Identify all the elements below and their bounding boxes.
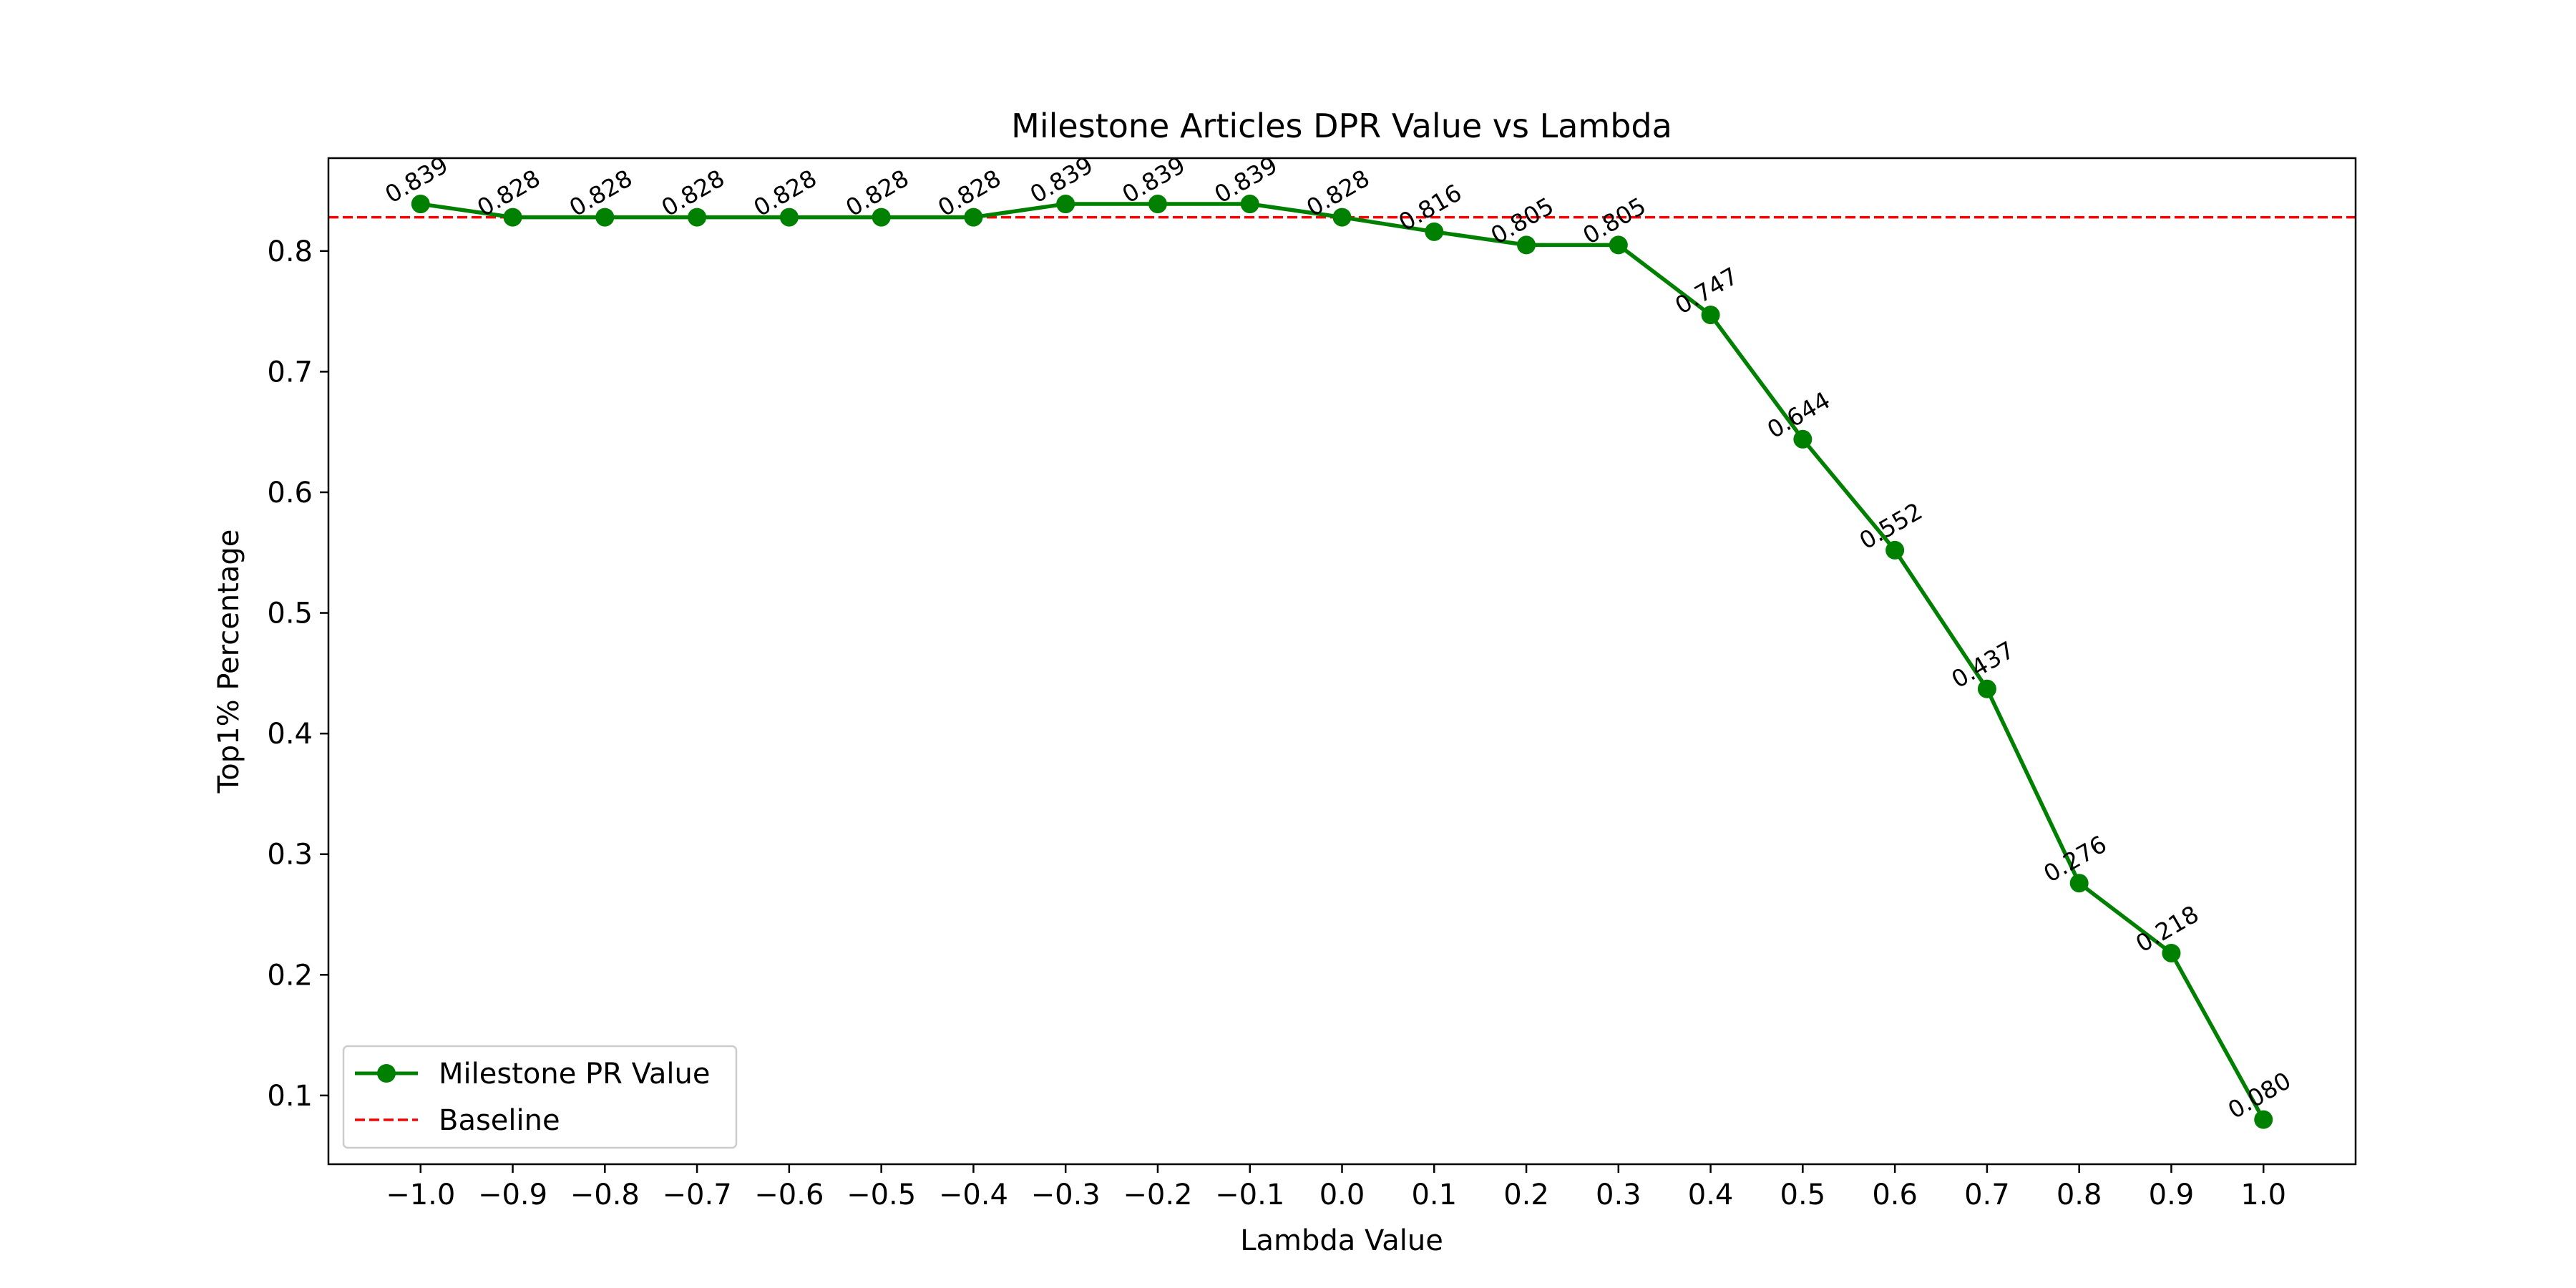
- x-tick-label: 0.6: [1872, 1179, 1918, 1211]
- data-point: [1793, 429, 1813, 449]
- data-point: [503, 208, 522, 227]
- y-tick-label: 0.7: [267, 356, 313, 389]
- data-point: [2254, 1110, 2273, 1129]
- data-point: [779, 208, 799, 227]
- x-tick-label: 0.9: [2149, 1179, 2195, 1211]
- data-point: [1517, 235, 1536, 255]
- x-tick-label: −0.3: [1031, 1179, 1101, 1211]
- x-tick-label: 0.8: [2057, 1179, 2102, 1211]
- y-axis-label: Top1% Percentage: [213, 530, 245, 794]
- y-tick-label: 0.8: [267, 235, 313, 268]
- data-point: [688, 208, 707, 227]
- x-tick-label: −0.4: [939, 1179, 1008, 1211]
- data-point: [1609, 235, 1628, 255]
- x-tick-label: −0.8: [570, 1179, 640, 1211]
- x-tick-label: −0.2: [1123, 1179, 1192, 1211]
- legend-box: [342, 1045, 738, 1149]
- x-tick-label: 0.4: [1688, 1179, 1734, 1211]
- x-tick-label: −0.5: [847, 1179, 916, 1211]
- data-point: [2069, 874, 2089, 893]
- y-tick-label: 0.6: [267, 477, 313, 509]
- x-tick-label: 0.7: [1964, 1179, 2010, 1211]
- chart-title: Milestone Articles DPR Value vs Lambda: [1011, 107, 1672, 145]
- y-tick-label: 0.4: [267, 718, 313, 751]
- x-tick-label: −0.1: [1215, 1179, 1284, 1211]
- legend-series-label: Milestone PR Value: [439, 1058, 711, 1091]
- data-point: [1885, 540, 1905, 560]
- legend-series-marker: [377, 1064, 396, 1083]
- y-axis: 0.1 0.2 0.3 0.4 0.5 0.6 0.7 0.8: [267, 235, 328, 1113]
- x-axis-label: Lambda Value: [1240, 1224, 1443, 1257]
- legend: Milestone PR Value Baseline: [342, 1045, 738, 1149]
- data-point: [2162, 943, 2181, 962]
- data-point: [1977, 679, 1996, 698]
- data-point: [595, 208, 615, 227]
- plot-frame: [327, 157, 2357, 1166]
- data-point: [872, 208, 891, 227]
- data-point: [1701, 306, 1720, 325]
- legend-baseline-label: Baseline: [439, 1104, 560, 1137]
- data-point: [964, 208, 983, 227]
- data-point: [411, 195, 430, 214]
- data-point: [1332, 208, 1352, 227]
- data-point: [1425, 222, 1444, 241]
- x-tick-label: 0.2: [1503, 1179, 1549, 1211]
- x-axis: −1.0 −0.9 −0.8 −0.7 −0.6 −0.5 −0.4 −0.3 −0.2 −0.1…: [386, 1164, 2286, 1211]
- y-tick-label: 0.1: [267, 1080, 313, 1113]
- y-tick-label: 0.2: [267, 959, 313, 992]
- plot-area: 0.839 0.828 0.828 0.828 0.828 0.828 0.828 0.839…: [328, 151, 2356, 1129]
- y-tick-label: 0.5: [267, 597, 313, 630]
- x-tick-label: 0.5: [1780, 1179, 1826, 1211]
- data-point: [1240, 195, 1259, 214]
- x-tick-label: 0.0: [1319, 1179, 1365, 1211]
- data-point: [1056, 195, 1075, 214]
- x-tick-label: −0.9: [478, 1179, 547, 1211]
- x-tick-label: −1.0: [386, 1179, 455, 1211]
- x-tick-label: 1.0: [2240, 1179, 2286, 1211]
- x-tick-label: 0.3: [1596, 1179, 1641, 1211]
- x-tick-label: −0.6: [754, 1179, 824, 1211]
- data-point: [1148, 195, 1167, 214]
- y-tick-label: 0.3: [267, 839, 313, 872]
- x-tick-label: −0.7: [663, 1179, 732, 1211]
- x-tick-label: 0.1: [1411, 1179, 1457, 1211]
